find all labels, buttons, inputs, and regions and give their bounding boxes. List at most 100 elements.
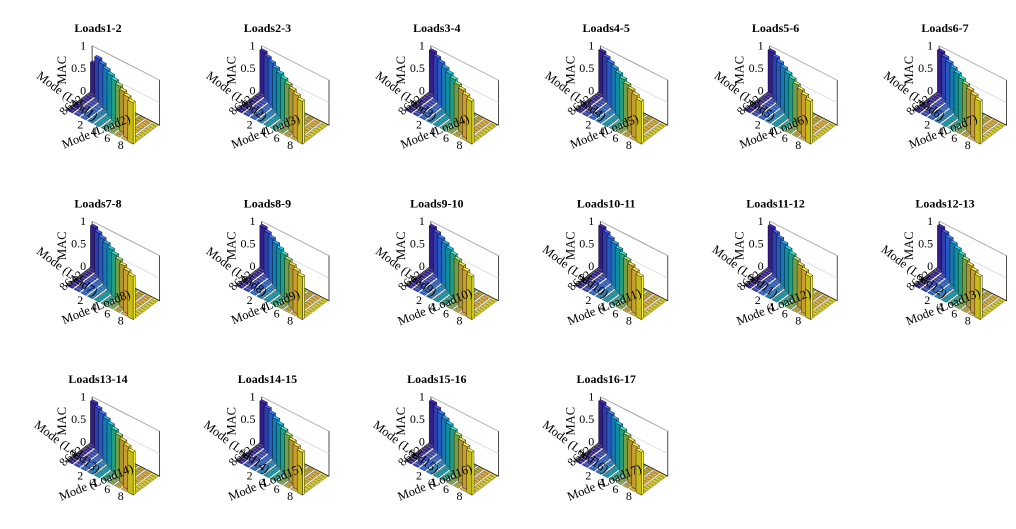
- offdiag-bar: [992, 126, 1001, 131]
- offdiag-bar: [769, 115, 778, 120]
- offdiag-bar: [148, 124, 157, 129]
- offdiag-bar: [413, 102, 422, 108]
- offdiag-bar: [920, 112, 929, 117]
- offdiag-bar: [455, 306, 464, 311]
- offdiag-bar: [601, 297, 610, 303]
- offdiag-bar: [981, 292, 990, 298]
- offdiag-bar: [246, 100, 255, 106]
- offdiag-bar: [939, 115, 948, 120]
- offdiag-bar: [604, 279, 613, 284]
- offdiag-bar: [990, 127, 999, 133]
- offdiag-bar: [91, 449, 100, 455]
- y-tick-label: 2: [585, 293, 591, 307]
- offdiag-bar: [120, 311, 129, 317]
- offdiag-bar: [770, 105, 779, 111]
- offdiag-bar: [259, 292, 267, 298]
- offdiag-bar: [983, 300, 992, 305]
- z-axis-label: MAC: [733, 56, 747, 84]
- offdiag-bar: [609, 116, 618, 122]
- offdiag-bar: [927, 115, 936, 121]
- offdiag-bar: [434, 103, 443, 109]
- offdiag-bar: [283, 132, 292, 138]
- offdiag-bar: [601, 122, 610, 128]
- offdiag-bar: [308, 122, 317, 128]
- offdiag-bar: [312, 303, 321, 309]
- mac-bar: [805, 272, 814, 321]
- offdiag-bar: [600, 115, 609, 120]
- offdiag-bar: [310, 120, 319, 126]
- offdiag-bar: [812, 309, 821, 314]
- offdiag-bar: [96, 295, 105, 301]
- z-tick-label: 0.5: [749, 237, 764, 251]
- offdiag-bar: [405, 284, 414, 289]
- offdiag-bar: [310, 296, 319, 301]
- offdiag-bar: [148, 299, 157, 305]
- offdiag-bar: [936, 292, 945, 298]
- offdiag-bar: [441, 299, 450, 305]
- offdiag-bar: [475, 124, 484, 130]
- offdiag-bar: [580, 104, 589, 110]
- offdiag-bar: [768, 107, 777, 113]
- offdiag-bar: [622, 132, 631, 138]
- offdiag-bar: [82, 447, 91, 453]
- offdiag-bar: [643, 133, 652, 139]
- offdiag-bar: [593, 270, 602, 276]
- y-tick-label: 4: [91, 300, 97, 314]
- offdiag-bar: [248, 108, 257, 113]
- offdiag-bar: [615, 304, 624, 310]
- offdiag-bar: [100, 301, 109, 307]
- offdiag-bar: [618, 302, 627, 308]
- offdiag-bar: [651, 303, 660, 309]
- offdiag-bar: [141, 296, 150, 301]
- offdiag-bar: [116, 306, 125, 311]
- offdiag-bar: [763, 111, 772, 117]
- offdiag-bar: [628, 136, 637, 141]
- offdiag-bar: [773, 279, 782, 284]
- offdiag-bar: [931, 270, 940, 276]
- z-axis-label: MAC: [563, 231, 577, 259]
- subplot-title: Loads6-7: [921, 21, 968, 35]
- offdiag-bar: [103, 299, 112, 305]
- mac-bar: [296, 96, 305, 145]
- offdiag-bar: [928, 281, 937, 287]
- offdiag-bar: [245, 285, 254, 291]
- offdiag-bar: [84, 445, 93, 451]
- y-tick-label: 6: [782, 131, 788, 145]
- offdiag-bar: [426, 285, 435, 290]
- offdiag-bar: [767, 117, 776, 122]
- offdiag-bar: [820, 127, 829, 133]
- y-tick-label: 2: [585, 117, 591, 131]
- offdiag-bar: [816, 298, 825, 303]
- offdiag-bar: [93, 281, 102, 286]
- offdiag-bar: [751, 287, 760, 293]
- z-tick-label: 0: [80, 84, 86, 98]
- z-tick-label: 0: [249, 259, 255, 273]
- offdiag-bar: [275, 121, 284, 127]
- offdiag-bar: [260, 107, 269, 113]
- offdiag-bar: [930, 104, 939, 109]
- offdiag-bar: [430, 273, 439, 279]
- offdiag-bar: [959, 125, 968, 131]
- y-tick-label: 6: [274, 307, 280, 321]
- offdiag-bar: [987, 305, 996, 311]
- offdiag-bar: [754, 276, 763, 281]
- offdiag-bar: [433, 288, 442, 294]
- offdiag-bar: [945, 294, 954, 299]
- offdiag-bar: [95, 279, 104, 284]
- offdiag-bar: [254, 94, 263, 100]
- offdiag-bar: [582, 278, 591, 283]
- offdiag-bar: [257, 109, 266, 115]
- offdiag-bar: [920, 287, 929, 293]
- offdiag-bar: [270, 292, 279, 297]
- offdiag-bar: [76, 110, 85, 115]
- offdiag-bar: [80, 115, 89, 121]
- y-tick-label: 6: [443, 131, 449, 145]
- offdiag-bar: [787, 127, 796, 133]
- offdiag-bar: [791, 308, 800, 313]
- offdiag-bar: [87, 444, 96, 449]
- mac-bar: [974, 96, 983, 145]
